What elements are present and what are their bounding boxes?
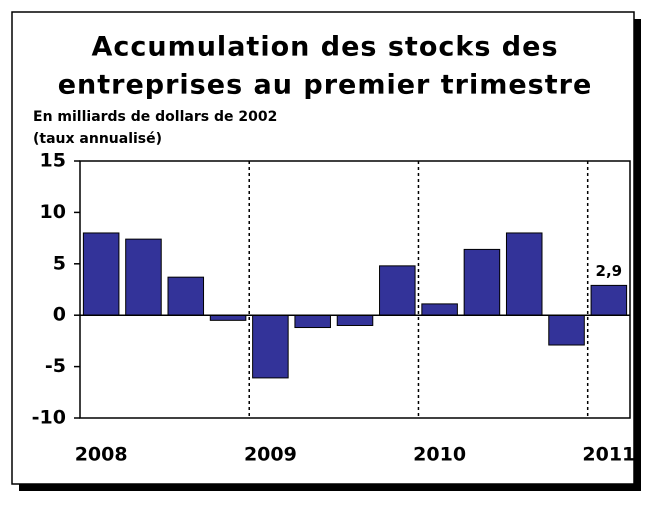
bar (548, 314, 585, 346)
bar (463, 248, 501, 316)
y-tick-label: 0 (53, 304, 66, 326)
x-tick-label: 2011 (582, 444, 635, 466)
subtitle: (taux annualisé) (33, 131, 162, 147)
x-tick-label: 2008 (75, 444, 128, 466)
y-tick-label: 15 (40, 150, 66, 172)
value-label: 2,9 (596, 262, 623, 280)
bar (379, 265, 416, 316)
bar (505, 232, 543, 316)
y-tick-label: -10 (32, 407, 66, 429)
x-tick-label: 2009 (244, 444, 297, 466)
bar (590, 284, 628, 316)
chart-title: Accumulation des stocks des (91, 32, 558, 63)
y-tick-label: 5 (53, 252, 66, 274)
bar (82, 232, 120, 316)
x-tick-label: 2010 (413, 444, 466, 466)
bar (209, 314, 247, 321)
bar (421, 303, 458, 316)
chart-title: entreprises au premier trimestre (58, 70, 593, 101)
bar (252, 314, 289, 379)
subtitle: En milliards de dollars de 2002 (33, 109, 277, 125)
plot-area (79, 160, 631, 419)
y-tick-label: 10 (40, 201, 66, 223)
bar (336, 314, 374, 326)
bar (167, 276, 205, 316)
y-tick-label: -5 (45, 355, 66, 377)
bar (125, 238, 162, 316)
bar (294, 314, 331, 329)
